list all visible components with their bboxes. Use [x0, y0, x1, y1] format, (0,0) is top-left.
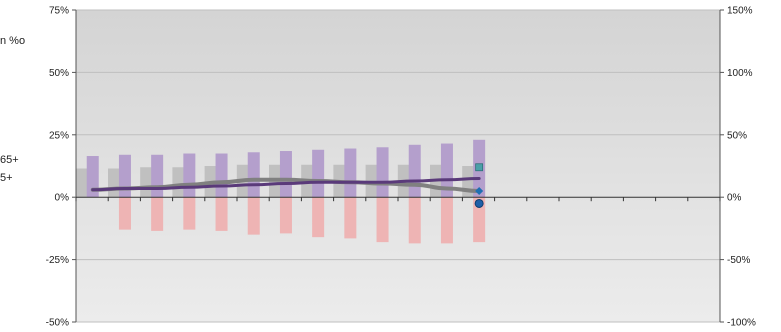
left-tick-label-0: 75% [49, 6, 69, 17]
line-series-4 [91, 176, 481, 192]
left-tick-label-4: -25% [46, 255, 69, 266]
bar-s2-c6 [279, 197, 292, 234]
bar-s1-c8 [344, 148, 357, 198]
bar-s1-c3 [183, 153, 196, 198]
left-tick-label-1: 50% [49, 68, 69, 79]
bar-s1-c6 [279, 151, 292, 198]
marker-circle [474, 198, 484, 208]
bar-s2-c12 [473, 197, 486, 243]
right-tick-label-1: 100% [727, 68, 753, 79]
bar-s2-c4 [215, 197, 228, 231]
bar-s1-c7 [312, 149, 325, 198]
line-series [90, 176, 482, 193]
bar-s1-c1 [118, 154, 131, 198]
right-tick-label-5: -100% [727, 318, 756, 329]
bar-s2-c1 [118, 197, 131, 230]
bar-s2-c5 [247, 197, 260, 235]
right-tick-label-4: -50% [727, 255, 750, 266]
bar-s1-c0 [86, 156, 99, 198]
bar-s2-c8 [344, 197, 357, 239]
left-tick-label-5: -50% [46, 318, 69, 329]
left-tick-label-3: 0% [55, 193, 70, 204]
legend-fragment-3: 5+ [0, 172, 13, 184]
bar-s0-c0 [75, 168, 88, 198]
gridlines [76, 9, 720, 323]
marker-series [474, 163, 484, 208]
bar-s0-c3 [172, 167, 185, 198]
bar-s2-c10 [408, 197, 421, 244]
right-tick-label-3: 0% [727, 193, 742, 204]
bar-s0-c2 [140, 167, 153, 198]
bar-s2-c7 [312, 197, 325, 238]
bar-s2-c2 [151, 197, 164, 231]
bar-s1-c9 [376, 147, 389, 198]
bar-s2-c11 [440, 197, 453, 244]
left-tick-label-2: 25% [49, 130, 69, 141]
bar-s1-c4 [215, 153, 228, 198]
marker-diamond [475, 186, 484, 195]
legend-fragment-2: 65+ [0, 154, 19, 166]
axes [72, 9, 724, 323]
bar-s2-c9 [376, 197, 389, 243]
right-tick-label-2: 50% [727, 130, 747, 141]
right-tick-label-0: 150% [727, 6, 753, 17]
bar-s1-c11 [440, 143, 453, 198]
right-axis-tick-labels: 150% 100% 50% 0% -50% -100% [727, 6, 756, 329]
left-axis-tick-labels: 75% 50% 25% 0% -25% -50% [46, 6, 69, 329]
bar-s2-c3 [183, 197, 196, 230]
bar-s0-c1 [107, 168, 120, 198]
bar-s1-c10 [408, 144, 421, 198]
legend-fragment-1: n %o [0, 35, 26, 47]
bar-s1-c2 [151, 154, 164, 198]
bar-s1-c5 [247, 152, 260, 198]
marker-square [475, 163, 484, 172]
